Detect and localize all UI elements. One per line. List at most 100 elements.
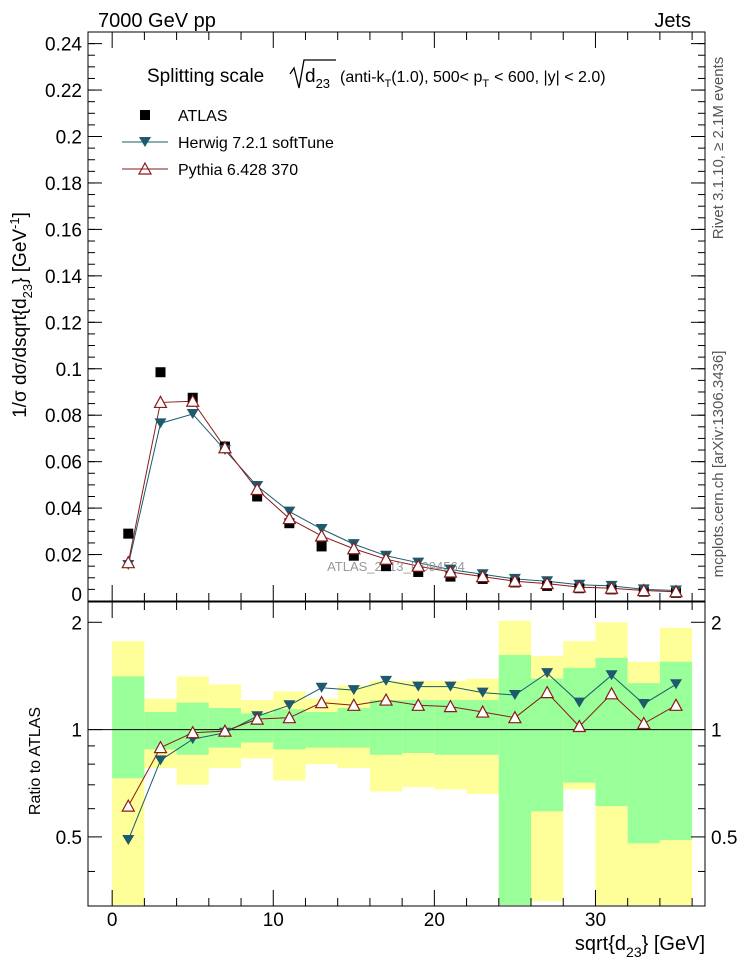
ratio-axis-ticks: 0.5 0.5 1 1 2 2 — [56, 602, 737, 906]
pythia-point — [443, 564, 458, 578]
atlas-point — [155, 367, 166, 378]
ratio-band-inner — [531, 678, 564, 812]
pythia-point — [282, 511, 297, 525]
pythia-ratio-point — [443, 699, 458, 713]
atlas-point — [252, 491, 263, 502]
ratio-y-tick-label-left: 0.5 — [56, 828, 82, 849]
main-y-tick-label: 0.02 — [45, 546, 82, 567]
ratio-band-inner — [337, 707, 370, 748]
mcplots-label: mcplots.cern.ch [arXiv:1306.3436] — [710, 351, 727, 578]
herwig-ratio-point — [283, 700, 296, 711]
pythia-ratio-point — [636, 716, 651, 730]
ratio-y-tick-label-right: 2 — [711, 613, 722, 634]
main-axis-ticks: 0 0.02 0.04 0.06 0.08 0.1 0.12 0.14 0.16 0.18 0.2 0… — [45, 32, 705, 606]
chart-title-cuts: (anti-kT(1.0), 500< pT < 600, |y| < 2.0) — [340, 69, 606, 90]
herwig-main-line — [127, 413, 677, 592]
main-ylabel: 1/σ dσ/dsqrt{d23} [GeV-1] — [7, 212, 35, 418]
ratio-uncertainty-bands — [112, 620, 693, 905]
pythia-ratio-point — [217, 723, 232, 737]
ratio-series-markers — [121, 668, 684, 846]
x-tick-label: 0 — [107, 910, 118, 931]
pythia-ratio-point — [540, 685, 555, 699]
pythia-ratio-point — [250, 711, 265, 725]
pythia-point — [636, 583, 651, 597]
pythia-point — [121, 555, 136, 569]
pythia-point — [379, 551, 394, 565]
herwig-ratio-point — [315, 682, 328, 693]
chart-title: Splitting scale — [147, 66, 264, 87]
main-y-tick-label: 0.08 — [45, 406, 82, 427]
pythia-point — [604, 580, 619, 594]
main-y-tick-label: 0.18 — [45, 174, 82, 195]
atlas-point — [348, 550, 359, 561]
main-y-tick-label: 0.24 — [45, 35, 82, 56]
pythia-ratio-point — [314, 695, 329, 709]
legend-atlas-label: ATLAS — [178, 108, 228, 125]
rivet-label: Rivet 3.1.10, ≥ 2.1M events — [710, 57, 727, 240]
pythia-point — [217, 440, 232, 454]
main-y-tick-label: 0.12 — [45, 313, 82, 334]
legend-atlas-marker — [140, 110, 150, 120]
ratio-band-inner — [595, 657, 628, 807]
pythia-ratio-point — [379, 692, 394, 706]
header-right: Jets — [654, 10, 691, 32]
pythia-point — [475, 569, 490, 583]
herwig-ratio-point — [122, 835, 135, 846]
pythia-ratio-point — [121, 798, 136, 812]
herwig-point — [154, 418, 167, 429]
pythia-point — [572, 579, 587, 593]
pythia-ratio-point — [346, 698, 361, 711]
main-y-tick-label: 0.22 — [45, 81, 82, 102]
herwig-ratio-point — [444, 681, 457, 692]
main-y-tick-label: 0.06 — [45, 453, 82, 474]
sqrt-sign — [289, 59, 336, 89]
main-y-tick-label: 0 — [71, 585, 82, 606]
ratio-band-inner — [627, 683, 660, 844]
legend-pythia-marker — [137, 161, 153, 175]
pythia-ratio-point — [411, 698, 426, 711]
main-y-tick-label: 0.1 — [56, 360, 82, 381]
pythia-main-line — [127, 400, 677, 593]
pythia-point — [185, 394, 200, 407]
ratio-panel-frame — [87, 601, 706, 907]
pythia-ratio-point — [604, 686, 619, 700]
pythia-ratio-point — [507, 710, 522, 724]
watermark: ATLAS_2013_I1094564 — [327, 559, 465, 574]
legend-herwig-label: Herwig 7.2.1 softTune — [178, 135, 334, 152]
herwig-ratio-point — [412, 681, 425, 692]
pythia-ratio-point — [153, 740, 168, 754]
header-left: 7000 GeV pp — [98, 10, 216, 32]
ratio-band-inner — [659, 661, 693, 841]
herwig-ratio-point — [347, 685, 360, 696]
ratio-y-tick-label-left: 1 — [71, 721, 82, 742]
atlas-point — [316, 541, 327, 552]
x-tick-labels: 0 10 20 30 — [107, 910, 606, 931]
herwig-ratio-point — [637, 698, 650, 709]
pythia-point — [668, 584, 684, 598]
ratio-y-tick-label-right: 0.5 — [711, 828, 737, 849]
legend-pythia-label: Pythia 6.428 370 — [178, 162, 298, 179]
herwig-point — [186, 409, 199, 420]
ratio-band-inner — [112, 676, 145, 779]
herwig-ratio-point — [605, 670, 618, 681]
x-tick-label: 30 — [585, 910, 606, 931]
legend-herwig-marker — [139, 137, 151, 147]
herwig-ratio-point — [573, 697, 586, 708]
main-y-tick-label: 0.16 — [45, 220, 82, 241]
pythia-point — [314, 528, 329, 542]
pythia-ratio-point — [572, 719, 587, 733]
main-panel-frame — [87, 31, 706, 602]
herwig-ratio-point — [508, 690, 521, 701]
pythia-ratio-line — [127, 691, 677, 807]
herwig-ratio-point — [154, 755, 167, 766]
main-y-tick-label: 0.14 — [45, 267, 82, 288]
pythia-ratio-point — [282, 710, 297, 724]
herwig-ratio-point — [476, 687, 489, 698]
pythia-point — [346, 541, 361, 555]
herwig-ratio-point — [380, 675, 393, 686]
x-tick-label: 20 — [424, 910, 445, 931]
main-y-tick-label: 0.2 — [56, 128, 82, 149]
pythia-ratio-point — [475, 704, 490, 718]
ratio-y-tick-label-right: 1 — [711, 721, 722, 742]
